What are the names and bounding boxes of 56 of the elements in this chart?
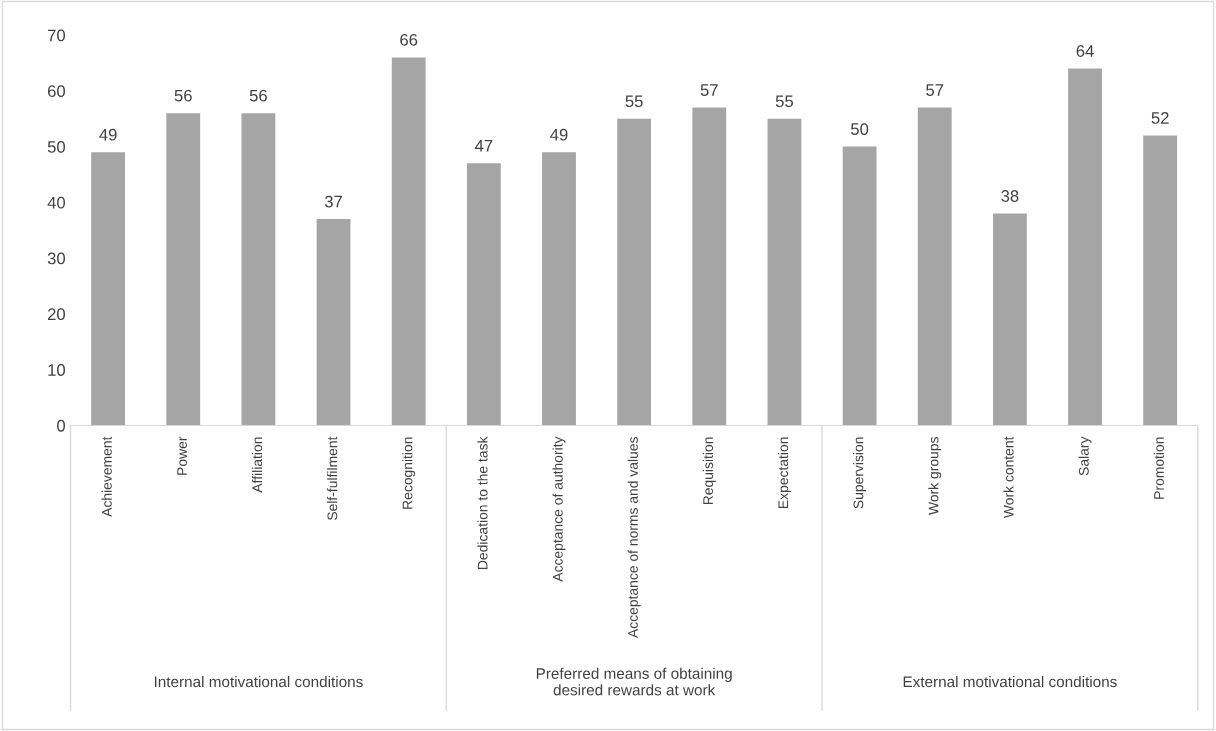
bar <box>767 118 802 426</box>
x-tick-label: Dedication to the task <box>477 436 488 569</box>
data-label: 55 <box>775 95 794 108</box>
x-tick-label: Salary <box>1078 436 1092 476</box>
text: Preferred means of obtaining desired rewards at work <box>536 667 732 696</box>
bar <box>542 152 576 426</box>
data-label: 47 <box>474 140 493 152</box>
bar <box>842 146 877 426</box>
y-tick-label: 60 <box>47 85 66 98</box>
data-label: 57 <box>700 84 718 96</box>
x-tick-label: Supervision <box>853 437 867 509</box>
bar <box>692 107 727 426</box>
x-tick-label: Work groups <box>928 437 942 515</box>
x-tick-label: Recognition <box>402 437 416 509</box>
x-tick-label: Expectation <box>777 437 791 508</box>
data-label: 56 <box>174 89 192 102</box>
data-label: 38 <box>1001 190 1019 202</box>
bar <box>316 219 351 426</box>
x-tick-label: Affiliation <box>251 437 263 493</box>
data-label: 64 <box>1076 45 1094 57</box>
text: Internal motivational conditions <box>154 675 363 688</box>
bar <box>1068 68 1102 426</box>
bar <box>992 213 1027 426</box>
bar <box>241 113 276 426</box>
x-tick-label: Power <box>177 436 187 475</box>
bar <box>91 152 126 426</box>
bar <box>466 163 501 426</box>
x-tick-label: Requisition <box>702 437 716 505</box>
data-label: 49 <box>99 128 117 141</box>
x-tick-label: Work content <box>1003 436 1014 519</box>
x-tick-label: Achievement <box>101 436 112 517</box>
x-tick-label: Acceptance of norms and values <box>627 437 641 639</box>
data-label: 50 <box>850 123 869 135</box>
y-tick-label: 30 <box>47 252 66 265</box>
x-tick-label: Acceptance of authority <box>552 436 566 582</box>
y-tick-label: 0 <box>57 419 66 432</box>
data-label: 66 <box>400 33 418 46</box>
y-tick-label: 40 <box>47 196 66 209</box>
data-label: 55 <box>625 95 643 108</box>
x-tick-label: Promotion <box>1153 437 1164 499</box>
bar <box>391 57 426 426</box>
bar <box>917 107 952 426</box>
data-label: 37 <box>324 195 342 208</box>
data-label: 49 <box>550 128 568 141</box>
y-tick-label: 20 <box>47 308 66 321</box>
y-tick-label: 50 <box>47 141 66 153</box>
x-tick-label: Self-fulfilment <box>327 436 338 521</box>
data-label: 57 <box>926 84 944 96</box>
bar <box>617 118 652 426</box>
data-label: 52 <box>1151 112 1169 124</box>
y-tick-label: 70 <box>47 29 66 42</box>
bar <box>1143 135 1178 426</box>
text: External motivational conditions <box>903 675 1117 688</box>
bar <box>166 113 201 426</box>
y-tick-label: 10 <box>48 364 66 376</box>
data-label: 56 <box>249 89 267 102</box>
